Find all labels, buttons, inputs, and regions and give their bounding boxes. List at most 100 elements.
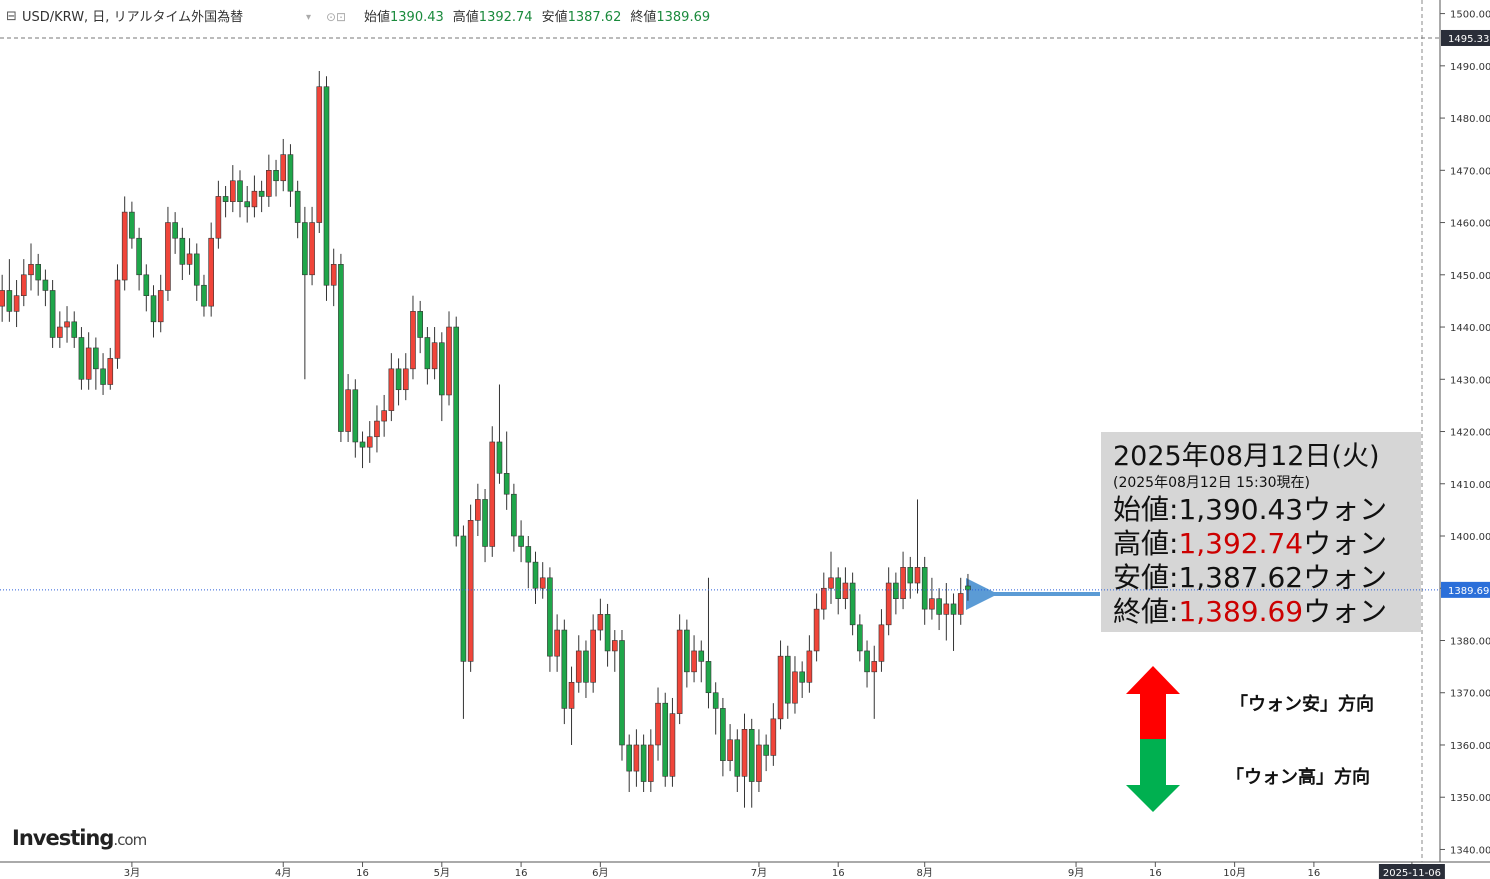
header-value: 1392.74 [479,10,533,25]
candle-body [835,577,842,599]
candle-body [6,290,13,312]
candle-body [575,650,582,683]
annotation-label: 高値: [1113,527,1178,560]
candle-body [266,170,272,197]
candle-body [143,274,150,296]
annotation-unit: ウォン [1303,561,1387,594]
candle-body [633,744,640,772]
candle-body [871,661,878,673]
candle-body [503,473,510,495]
candle-body [208,237,214,307]
candle-body [107,358,114,385]
marker-badge [1441,29,1490,46]
candle-body [770,718,777,756]
candle-body [280,154,287,182]
candle-body [352,389,359,443]
candle-body [539,577,546,589]
candle-body [49,290,56,338]
up-arrow [1126,666,1180,739]
candle-body [287,154,294,192]
candle-body [842,582,849,599]
candle-body [648,744,654,782]
y-tick-label: 1480.00 [1450,114,1490,125]
candle-body [568,681,575,709]
header-label: 終値 [630,9,656,25]
annotation-value: 1,390.43 [1178,493,1303,526]
annotation-row: 安値:1,387.62ウォン [1113,561,1387,594]
x-tick-label: 5月 [434,867,450,879]
candle-body [42,279,49,291]
candle-body [619,640,625,746]
annotation-value: 1,387.62 [1178,561,1303,594]
candle-body [201,284,207,307]
header-value: 1389.69 [656,10,710,25]
candle-body [446,326,452,396]
candle-body [35,264,41,281]
y-tick-label: 1340.00 [1450,845,1490,856]
candle-body [957,593,964,615]
x-tick-label: 16 [1149,868,1162,879]
collapse-icon[interactable]: ⊟ [6,9,17,24]
y-tick-label: 1410.00 [1450,480,1490,491]
candle-body [93,347,99,370]
candle-body [756,744,762,782]
annotation-unit: ウォン [1303,527,1387,560]
candle-body [359,441,366,448]
candle-body [402,368,409,391]
candle-body [669,713,676,777]
candle-body [338,264,344,432]
candle-body [258,190,265,197]
logo: Investing.com [12,826,147,850]
candle-body [763,744,769,756]
x-tick-label: 9月 [1068,867,1084,879]
annotation-label: 終値: [1113,595,1178,628]
candle-body [792,671,798,704]
candle-body [640,744,647,782]
candle-body [439,342,445,396]
candle-body [748,729,755,782]
arrow-label: 「ウォン安」方向 [1230,693,1374,715]
y-tick-label: 1460.00 [1450,219,1490,230]
price-label: 1389.69 [1448,586,1489,597]
candle-body [114,279,121,359]
dropdown-icon[interactable]: ▾ [306,12,311,23]
y-tick-label: 1450.00 [1450,271,1490,282]
candle-body [316,86,323,223]
candle-body [936,598,942,615]
annotation-row: 始値:1,390.43ウォン [1113,493,1387,526]
y-tick-label: 1350.00 [1450,793,1490,804]
candle-body [172,222,178,239]
candle-body [453,326,460,537]
x-tick-label: 16 [515,868,528,879]
candle-body [662,702,669,777]
settings-icon[interactable]: ⊙⊡ [326,10,346,24]
candle-body [950,603,957,615]
candle-body [323,86,330,286]
candle-body [475,499,481,521]
candle-body [251,190,258,208]
candle-body [20,274,27,296]
candle-body [330,264,337,286]
candle-body [273,170,279,182]
candle-body [849,582,856,626]
candle-body [676,629,683,714]
candle-body [496,441,503,474]
x-tick-label: 4月 [275,867,291,879]
candle-body [741,729,748,777]
header-values: 始値1390.43 高値1392.74 安値1387.62 終値1389.69 [364,9,710,25]
candle-body [302,222,308,276]
candle-body [734,739,741,777]
annotation-label: 始値: [1113,493,1178,526]
candle-body [64,321,70,328]
x-tick-label: 3月 [124,867,140,879]
annotation-row: 高値:1,392.74ウォン [1113,527,1387,560]
candle-body [720,708,726,761]
candle-body [85,347,92,380]
y-tick-label: 1380.00 [1450,636,1490,647]
candle-body [943,603,950,615]
candle-body [900,567,906,599]
annotation-value: 1,392.74 [1178,527,1303,560]
candle-body [100,368,106,385]
candle-body [381,410,387,422]
